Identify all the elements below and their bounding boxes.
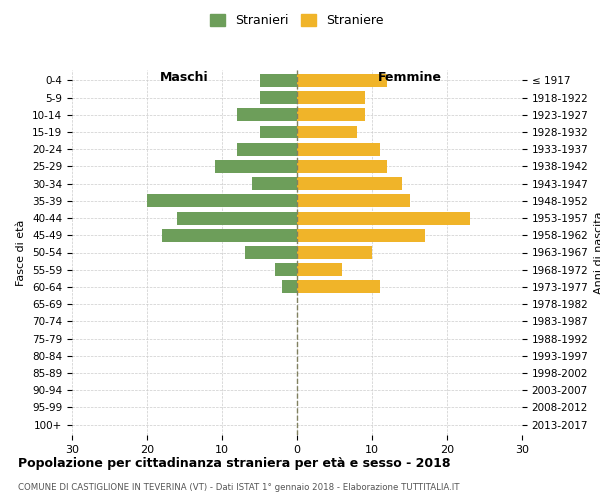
Bar — [260, 74, 297, 87]
Bar — [297, 74, 387, 87]
Bar — [177, 212, 297, 224]
Bar — [297, 246, 372, 259]
Text: Popolazione per cittadinanza straniera per età e sesso - 2018: Popolazione per cittadinanza straniera p… — [18, 458, 451, 470]
Y-axis label: Anni di nascita: Anni di nascita — [594, 211, 600, 294]
Legend: Stranieri, Straniere: Stranieri, Straniere — [206, 10, 388, 31]
Bar — [297, 212, 470, 224]
Bar — [260, 126, 297, 138]
Text: Femmine: Femmine — [377, 71, 442, 84]
Bar — [297, 142, 380, 156]
Bar — [297, 280, 380, 293]
Bar — [297, 108, 365, 121]
Bar — [260, 91, 297, 104]
Y-axis label: Fasce di età: Fasce di età — [16, 220, 26, 286]
Bar — [297, 264, 342, 276]
Bar — [297, 160, 387, 173]
Bar — [162, 229, 297, 241]
Text: COMUNE DI CASTIGLIONE IN TEVERINA (VT) - Dati ISTAT 1° gennaio 2018 - Elaborazio: COMUNE DI CASTIGLIONE IN TEVERINA (VT) -… — [18, 482, 460, 492]
Bar — [297, 91, 365, 104]
Bar — [275, 264, 297, 276]
Bar — [297, 229, 425, 241]
Bar — [147, 194, 297, 207]
Bar — [237, 142, 297, 156]
Text: Maschi: Maschi — [160, 71, 209, 84]
Bar — [297, 177, 402, 190]
Bar — [282, 280, 297, 293]
Bar — [245, 246, 297, 259]
Bar — [237, 108, 297, 121]
Bar — [297, 126, 357, 138]
Bar — [215, 160, 297, 173]
Bar — [252, 177, 297, 190]
Bar — [297, 194, 409, 207]
